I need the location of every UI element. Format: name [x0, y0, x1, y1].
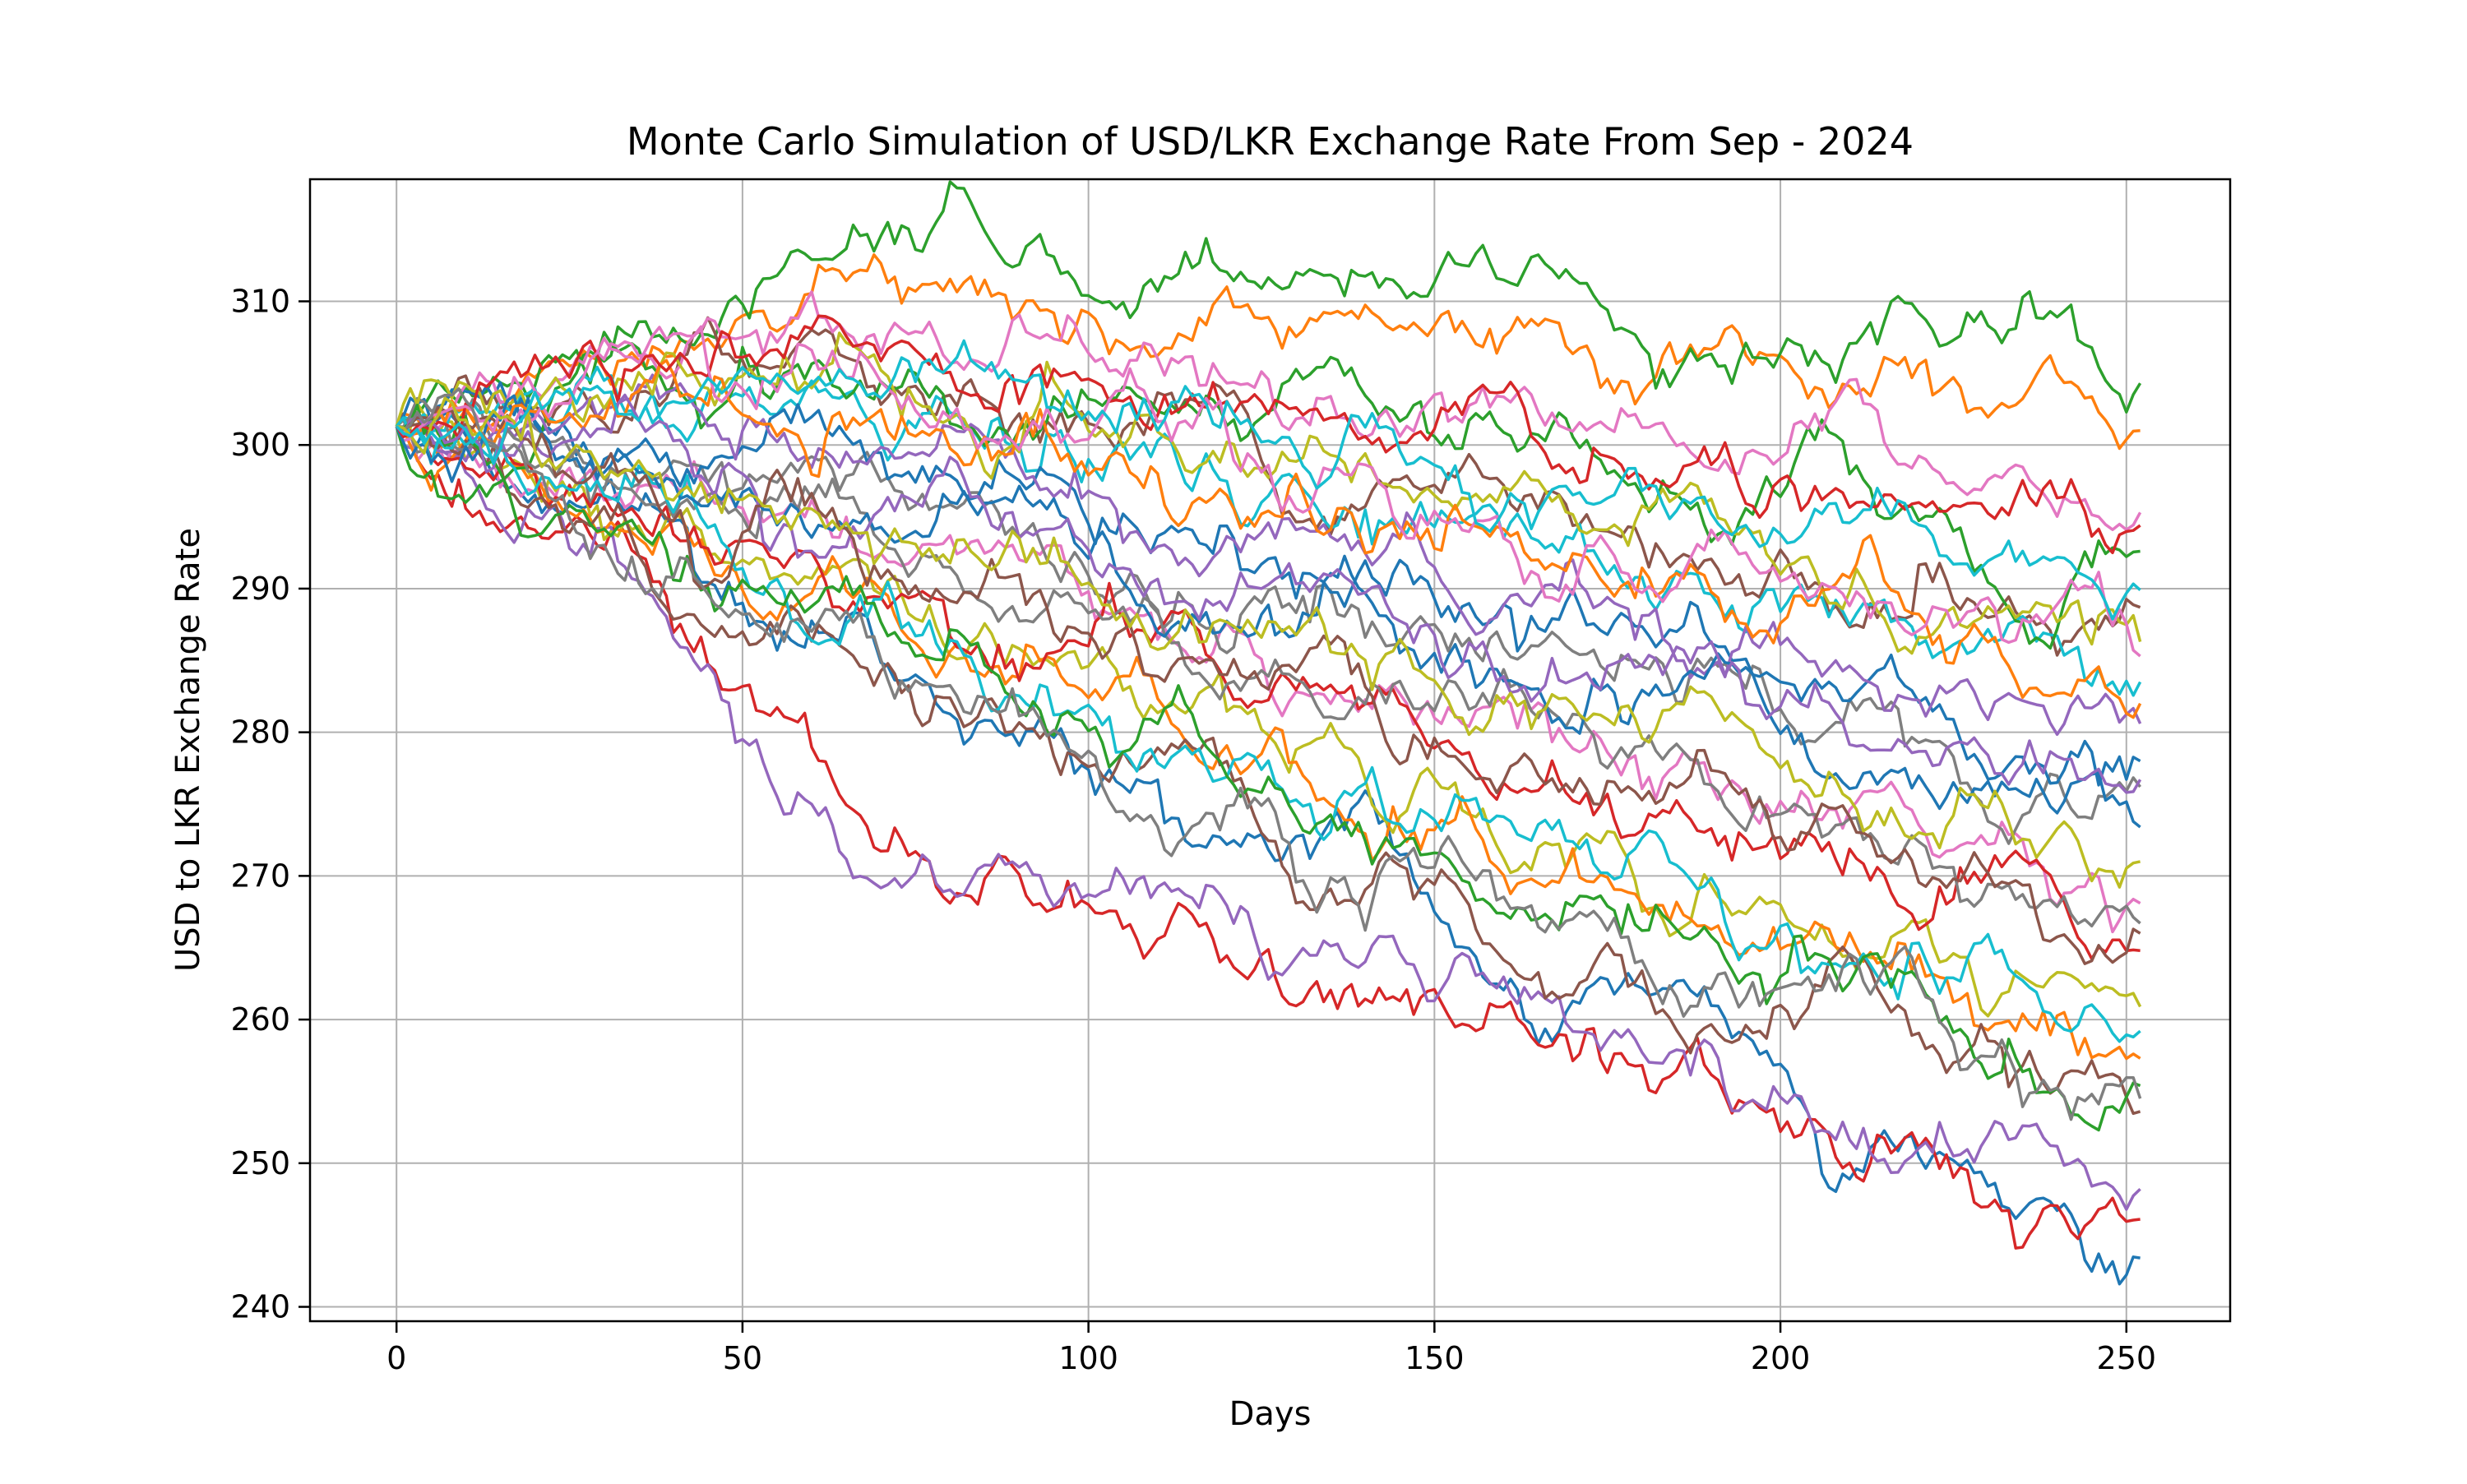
simulation-path-line: [395, 339, 2141, 621]
y-axis-label: USD to LKR Exchange Rate: [169, 528, 207, 972]
x-tick-label: 150: [1405, 1340, 1465, 1376]
simulation-path-line: [395, 365, 2142, 697]
y-tick-label: 280: [230, 714, 290, 751]
simulation-path-line: [395, 393, 2142, 794]
simulation-path-line: [395, 394, 2141, 829]
simulation-path-line: [395, 290, 2142, 532]
simulation-path-line: [395, 314, 2141, 555]
series-layer: [395, 180, 2142, 1286]
y-tick-label: 290: [230, 571, 290, 607]
x-axis: 0 50 100 150 200 250: [386, 1321, 2156, 1376]
plot-area-frame: [308, 178, 2232, 1323]
simulation-path-line: [396, 396, 2141, 889]
chart-title: Monte Carlo Simulation of USD/LKR Exchan…: [627, 119, 1914, 164]
simulation-path-line: [396, 387, 2142, 1121]
simulation-path-line: [396, 404, 2141, 1132]
simulation-path-line: [395, 381, 2141, 787]
y-axis: 240 250 260 270 280 290 300 310: [230, 284, 310, 1325]
x-tick-label: 250: [2097, 1340, 2157, 1376]
y-tick-label: 270: [230, 858, 290, 894]
y-tick-label: 260: [230, 1001, 290, 1038]
y-tick-label: 310: [230, 284, 290, 320]
y-tick-label: 300: [230, 427, 290, 463]
y-tick-label: 240: [230, 1289, 290, 1325]
x-tick-label: 0: [386, 1340, 406, 1376]
simulation-path-line: [395, 416, 2141, 1250]
x-tick-label: 200: [1751, 1340, 1811, 1376]
simulation-path-line: [395, 331, 2142, 655]
simulation-path-line: [396, 358, 2142, 719]
simulation-path-line: [395, 425, 2141, 1211]
simulation-path-line: [395, 416, 2141, 1043]
simulation-path-line: [396, 325, 2141, 658]
simulation-path-line: [396, 405, 2141, 965]
y-tick-label: 250: [230, 1145, 290, 1181]
x-tick-label: 100: [1058, 1340, 1118, 1376]
x-tick-label: 50: [723, 1340, 762, 1376]
x-axis-label: Days: [1229, 1395, 1312, 1433]
